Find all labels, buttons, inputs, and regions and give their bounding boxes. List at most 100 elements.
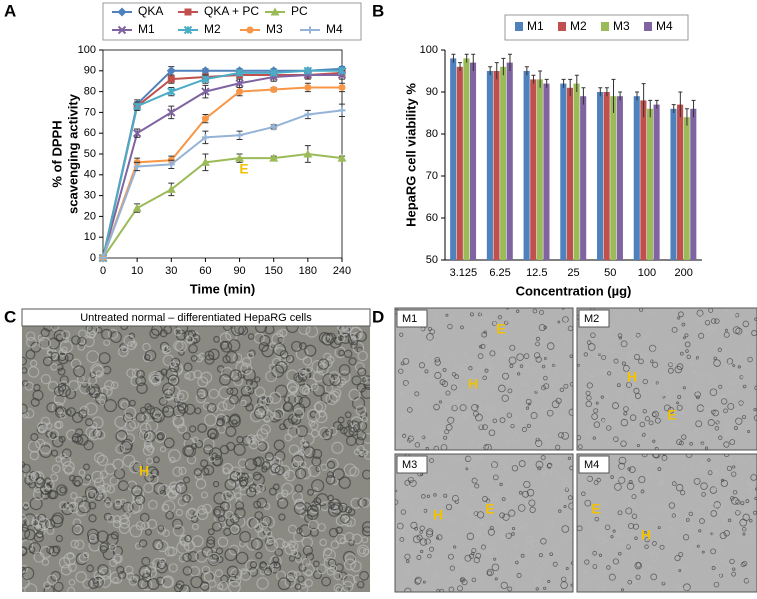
texture	[131, 488, 145, 501]
texture	[677, 316, 681, 320]
texture	[275, 570, 287, 581]
texture	[492, 474, 499, 481]
label-box	[396, 309, 428, 328]
texture	[714, 318, 720, 324]
texture	[644, 544, 649, 550]
texture	[722, 480, 730, 489]
texture	[156, 559, 167, 570]
texture	[305, 366, 312, 374]
texture	[701, 550, 705, 554]
texture	[230, 524, 240, 534]
texture	[543, 325, 547, 330]
texture	[525, 398, 532, 405]
texture	[604, 524, 611, 531]
texture	[550, 469, 558, 477]
texture	[407, 407, 413, 413]
texture	[199, 581, 210, 592]
texture	[535, 341, 540, 347]
texture	[540, 455, 546, 461]
data-point	[201, 74, 210, 84]
texture	[533, 550, 539, 555]
texture	[330, 540, 340, 549]
texture	[469, 440, 474, 445]
texture	[272, 342, 287, 357]
x-tick-label: 25	[567, 267, 579, 279]
texture	[674, 555, 681, 562]
texture	[712, 406, 720, 414]
texture	[350, 341, 358, 350]
texture	[635, 562, 642, 568]
texture	[235, 551, 249, 565]
texture	[252, 457, 262, 467]
texture	[534, 352, 541, 359]
x-tick-label: 150	[265, 265, 283, 277]
bar	[640, 100, 647, 261]
texture	[55, 456, 62, 463]
texture	[739, 518, 748, 527]
texture	[678, 311, 684, 318]
texture	[337, 424, 344, 431]
texture	[555, 548, 562, 555]
data-point	[304, 110, 312, 118]
texture	[188, 343, 198, 354]
texture	[186, 371, 196, 381]
texture	[469, 312, 474, 317]
texture	[115, 430, 128, 443]
texture	[681, 467, 685, 471]
texture	[463, 351, 468, 357]
bar	[603, 92, 610, 260]
texture	[677, 395, 682, 399]
texture	[121, 438, 134, 451]
texture	[112, 458, 124, 470]
texture	[633, 313, 640, 320]
texture	[644, 416, 650, 422]
texture	[511, 532, 515, 536]
texture	[603, 586, 608, 590]
texture	[77, 336, 87, 347]
texture	[335, 526, 343, 535]
texture	[211, 521, 223, 532]
texture	[567, 456, 572, 461]
texture	[291, 460, 300, 469]
texture	[88, 514, 97, 523]
texture	[144, 566, 157, 579]
texture	[581, 474, 589, 482]
texture	[454, 374, 459, 380]
texture	[172, 518, 183, 530]
texture	[633, 387, 640, 394]
texture	[661, 454, 668, 461]
texture	[62, 460, 75, 474]
texture	[704, 446, 709, 450]
texture	[59, 380, 68, 390]
texture	[237, 458, 248, 469]
texture	[301, 536, 314, 549]
texture	[628, 480, 633, 484]
texture	[277, 497, 289, 509]
texture	[162, 500, 176, 513]
texture	[465, 467, 469, 471]
image-label: M1	[402, 313, 417, 325]
cell-marker: H	[433, 507, 443, 523]
texture	[245, 559, 258, 573]
texture	[714, 572, 722, 579]
texture	[416, 555, 422, 560]
texture	[710, 318, 717, 324]
texture	[633, 371, 640, 379]
texture	[114, 498, 123, 507]
texture	[676, 404, 683, 411]
texture	[652, 541, 657, 546]
texture	[217, 514, 226, 523]
texture	[438, 323, 442, 328]
texture	[360, 386, 370, 399]
texture	[685, 349, 689, 353]
texture	[77, 342, 86, 351]
texture	[301, 557, 311, 567]
micrograph	[577, 454, 757, 592]
texture	[484, 443, 492, 450]
texture	[418, 362, 426, 369]
texture	[123, 334, 135, 347]
error-bar	[451, 53, 456, 63]
texture	[483, 318, 490, 324]
texture	[149, 328, 160, 339]
texture	[486, 501, 494, 508]
